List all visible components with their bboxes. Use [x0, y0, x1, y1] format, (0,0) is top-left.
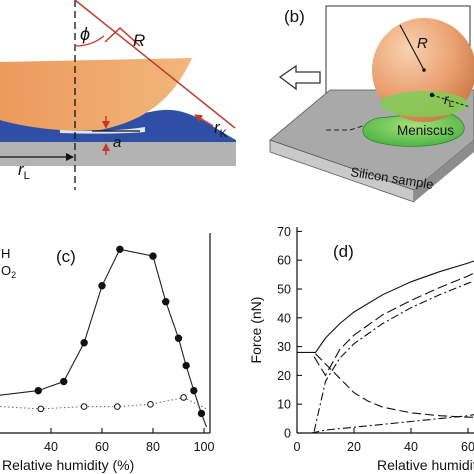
meniscus-label: Meniscus — [397, 123, 454, 138]
c-series-1-point — [149, 252, 157, 260]
d-y-axis-label: Force (nN) — [248, 297, 264, 364]
phi-arc — [74, 35, 105, 47]
d-x-tick-label: 20 — [347, 440, 361, 454]
panel-d-label: (d) — [333, 242, 354, 261]
R-symbol-b: R — [417, 35, 428, 52]
c-x-ticks: 40 60 80 100 — [44, 428, 214, 454]
d-plot-area — [297, 260, 474, 434]
c-series-1-point — [162, 298, 170, 306]
c-series-2-point — [114, 403, 121, 410]
c-series-1-point — [98, 282, 106, 290]
R-symbol-a: R — [133, 31, 145, 50]
d-x-tick-label: 0 — [294, 440, 301, 454]
c-series-2-point — [80, 403, 88, 410]
c-series-1-point — [80, 339, 88, 347]
c-series-1-point — [34, 386, 42, 395]
c-series-1-point — [182, 361, 190, 370]
substrate — [0, 142, 236, 166]
d-y-tick-label: 60 — [277, 254, 291, 268]
c-x-tick-label: 100 — [194, 440, 215, 454]
d-y-tick-label: 70 — [277, 225, 291, 239]
c-series-1-point — [116, 245, 124, 253]
d-y-tick-label: 50 — [277, 283, 291, 297]
d-series-5-line — [311, 414, 474, 434]
panel-b-label: (b) — [284, 7, 305, 26]
d-y-tick-label: 10 — [277, 398, 291, 412]
d-x-tick-label: 40 — [404, 440, 418, 454]
phi-symbol: ϕ — [80, 24, 90, 44]
panel-b: R rL Meniscus Silicon sample (b) — [269, 5, 474, 203]
d-series-4-line — [315, 353, 474, 418]
radius-line-b — [399, 24, 425, 71]
radius-line — [74, 0, 236, 129]
d-x-axis-label: Relative humidity — [377, 457, 474, 473]
c-series-2-point — [180, 394, 187, 401]
meniscus-green — [362, 111, 465, 147]
d-y-tick-label: 20 — [277, 369, 291, 383]
c-plot-area — [0, 245, 208, 428]
d-y-tick-label: 0 — [284, 427, 291, 441]
rL-symbol-a: rL — [18, 160, 30, 182]
panel-d: 0 10 20 30 40 50 60 70 0 20 40 60 (d) Force (nN) Re… — [248, 225, 474, 473]
c-series-2-line — [0, 396, 207, 410]
c-series-2-point — [147, 401, 154, 408]
d-series-3-line — [313, 280, 474, 432]
direction-arrow — [278, 64, 321, 91]
c-series-2-point — [37, 405, 45, 413]
c-legend-fragment-1: H — [1, 246, 10, 261]
rL-symbol-b: rL — [444, 91, 454, 110]
c-series-1-point — [197, 409, 206, 418]
panel-a: ϕ R rK a rL — [0, 0, 236, 190]
c-legend-fragment-2: O2 — [1, 263, 16, 280]
d-ticks: 0 10 20 30 40 50 60 70 0 20 40 60 — [277, 225, 474, 454]
rK-symbol: rK — [214, 118, 228, 140]
c-x-tick-label: 80 — [146, 440, 160, 454]
tip-sphere — [0, 58, 192, 131]
d-series-1-line — [297, 260, 474, 353]
a-symbol: a — [113, 134, 121, 151]
d-y-tick-label: 40 — [277, 311, 291, 325]
c-x-axis-label: Relative humidity (%) — [2, 457, 134, 473]
c-x-tick-label: 60 — [95, 440, 109, 454]
panel-c: 40 60 80 100 (c) H O2 Relative humidity (%) — [0, 233, 214, 473]
d-series-2-line — [313, 272, 474, 377]
c-series-1-point — [190, 386, 198, 395]
d-y-tick-label: 30 — [277, 340, 291, 354]
radius-break — [104, 26, 141, 47]
c-series-1-point — [174, 334, 183, 342]
c-x-tick-label: 40 — [44, 440, 58, 454]
panel-c-label: (c) — [56, 247, 76, 266]
d-x-tick-label: 60 — [461, 440, 474, 454]
c-series-1-point — [60, 377, 68, 386]
